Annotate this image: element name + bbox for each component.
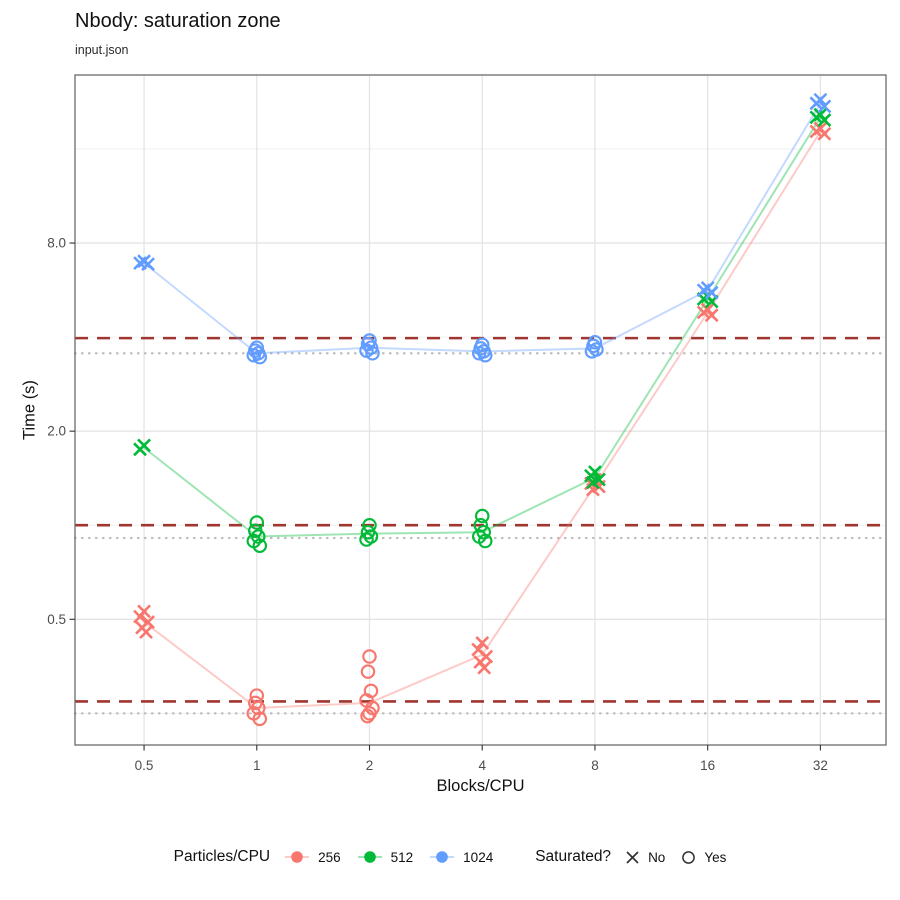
data-point-x-1024 [696, 283, 711, 298]
y-tick-label: 2.0 [47, 424, 66, 439]
legend-saturated-group: Saturated? No Yes [535, 848, 726, 866]
data-point-x-256 [475, 636, 490, 650]
data-point-circle-1024 [584, 344, 600, 359]
y-axis-title: Time (s) [20, 380, 39, 440]
legend-item-256: 256 [283, 849, 341, 865]
data-point-circle-1024 [477, 347, 493, 363]
x-tick-label: 8 [591, 758, 599, 773]
legend: Particles/CPU 256 512 1024 Saturated? No Ye… [0, 839, 900, 875]
data-point-x-256 [477, 660, 492, 675]
legend-color-key-icon [357, 851, 382, 863]
x-axis-title: Blocks/CPU [436, 777, 525, 795]
data-point-circle-256 [362, 706, 377, 721]
data-point-x-1024 [141, 257, 155, 272]
x-shape-icon [626, 850, 639, 864]
data-point-x-1024 [817, 99, 832, 114]
data-point-x-256 [133, 609, 147, 624]
legend-color-key-icon [285, 851, 310, 863]
data-point-circle-256 [360, 664, 376, 679]
legend-item-yes: Yes [680, 849, 726, 866]
data-point-x-256 [704, 308, 719, 323]
legend-item-no: No [624, 849, 665, 866]
data-point-x-512 [133, 442, 147, 457]
data-point-circle-256 [362, 649, 377, 664]
data-point-x-512 [809, 110, 824, 125]
legend-shape-items: No Yes [624, 849, 726, 866]
legend-saturated-title: Saturated? [535, 848, 612, 865]
legend-item-1024: 1024 [428, 849, 493, 865]
legend-item-label: 1024 [463, 849, 494, 865]
legend-circle-glyph [682, 850, 696, 864]
data-point-x-512 [817, 113, 832, 127]
data-point-circle-1024 [246, 347, 262, 363]
circle-shape-icon [682, 850, 696, 864]
legend-color-items: 256 512 1024 [283, 849, 493, 865]
data-point-circle-1024 [471, 346, 487, 361]
data-point-circle-512 [252, 538, 268, 553]
legend-particles-group: Particles/CPU 256 512 1024 [174, 848, 494, 866]
data-point-circle-512 [477, 533, 493, 549]
data-point-circle-256 [252, 711, 268, 727]
y-tick-label: 8.0 [47, 236, 66, 251]
data-point-circle-512 [474, 508, 490, 524]
x-tick-label: 32 [813, 758, 828, 773]
x-tick-label: 0.5 [135, 758, 154, 773]
data-point-x-1024 [809, 96, 824, 111]
data-point-circle-1024 [252, 349, 268, 365]
legend-key-dot [363, 851, 376, 863]
legend-key-dot [291, 851, 303, 863]
data-point-circle-256 [360, 708, 375, 724]
data-point-circle-512 [251, 529, 266, 544]
x-tick-label: 2 [366, 758, 374, 773]
chart-title: Nbody: saturation zone [75, 10, 281, 32]
data-point-x-256 [696, 305, 711, 320]
x-tick-label: 1 [253, 758, 261, 773]
legend-x-glyph [626, 850, 639, 864]
legend-item-label: No [648, 849, 666, 865]
legend-key-dot [436, 851, 448, 863]
data-point-circle-1024 [365, 346, 380, 361]
x-tick-label: 4 [478, 758, 486, 773]
chart-subtitle: input.json [75, 43, 129, 57]
legend-item-label: 512 [390, 849, 414, 865]
data-point-x-1024 [704, 285, 719, 300]
y-tick-label: 0.5 [47, 612, 66, 627]
panel-border [74, 74, 887, 746]
data-point-x-256 [139, 625, 153, 640]
legend-particles-title: Particles/CPU [173, 848, 271, 865]
chart-panel: 0.5 1 2 4 8 16 32 0.5 2.0 8.0 [47, 74, 888, 773]
legend-item-label: 256 [318, 849, 341, 865]
data-point-x-256 [809, 124, 824, 139]
data-point-circle-512 [476, 524, 491, 540]
data-point-circle-512 [249, 515, 265, 530]
legend-item-512: 512 [356, 849, 414, 865]
data-point-circle-512 [359, 532, 374, 547]
legend-color-key-icon [430, 851, 455, 863]
data-point-x-512 [586, 475, 600, 490]
data-point-circle-1024 [586, 338, 601, 354]
data-point-x-256 [817, 126, 832, 141]
x-tick-label: 16 [700, 758, 715, 773]
legend-item-label: Yes [704, 849, 727, 865]
